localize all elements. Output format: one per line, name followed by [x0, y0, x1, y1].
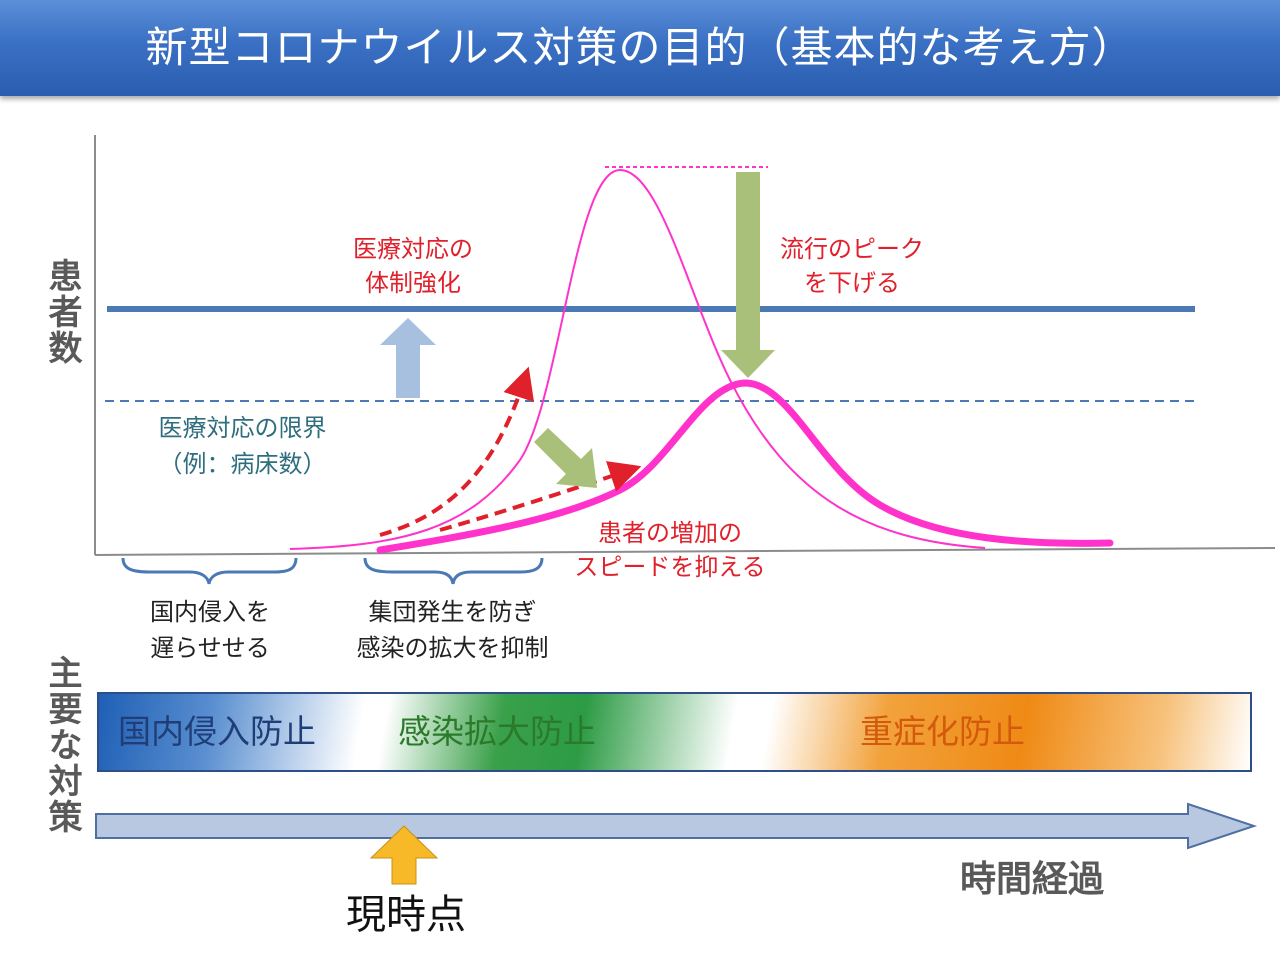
- x-axis: [94, 547, 1276, 556]
- measure-prevent-spread: 感染拡大防止: [398, 712, 596, 751]
- y-axis-label: 患者数: [42, 258, 82, 366]
- lower-peak-arrow: [721, 172, 775, 378]
- measure-prevent-severe: 重症化防止: [860, 712, 1025, 751]
- measures-bar: [97, 692, 1252, 772]
- now-label: 現時点: [346, 892, 466, 938]
- shift-curve-arrow: [534, 428, 597, 488]
- contain-annotation: 集団発生を防ぎ 感染の拡大を抑制: [356, 598, 549, 662]
- capacity-up-arrow: [380, 318, 436, 398]
- delay-entry-annotation: 国内侵入を 遅らせせる: [150, 598, 270, 662]
- time-axis-label: 時間経過: [960, 859, 1105, 900]
- measure-prevent-entry: 国内侵入防止: [118, 712, 316, 751]
- high-peak-curve: [289, 168, 986, 550]
- time-axis-arrow: [95, 802, 1258, 850]
- brace-delay-entry: [121, 557, 298, 585]
- page-title: 新型コロナウイルス対策の目的（基本的な考え方）: [145, 23, 1135, 72]
- flattened-curve: [376, 379, 1114, 554]
- rapid-growth-arrow: [379, 366, 535, 537]
- slowed-growth-arrow: [439, 461, 642, 532]
- slow-growth-annotation: 患者の増加の スピードを抑える: [574, 519, 766, 581]
- capacity-limit-annotation: 医療対応の限界 （例：病床数）: [158, 414, 327, 478]
- brace-contain: [363, 557, 544, 585]
- title-bar: [0, 0, 1280, 96]
- lower-peak-annotation: 流行のピーク を下げる: [780, 235, 924, 297]
- capacity-up-annotation: 医療対応の 体制強化: [353, 235, 473, 297]
- measures-side-label: 主要な対策: [42, 655, 82, 835]
- now-arrow: [369, 825, 439, 885]
